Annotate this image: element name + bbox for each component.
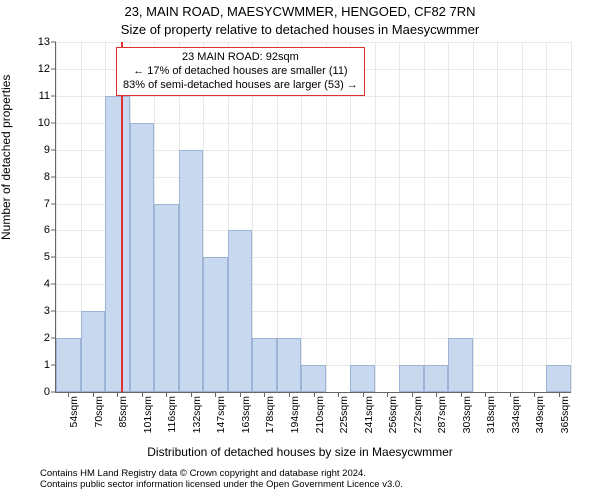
x-tick-label: 241sqm bbox=[363, 396, 375, 433]
grid-line-v bbox=[522, 42, 523, 392]
bar bbox=[105, 96, 130, 392]
grid-line-v bbox=[424, 42, 425, 392]
x-tick-label: 132sqm bbox=[191, 396, 203, 433]
bar bbox=[179, 150, 204, 392]
grid-line-v bbox=[473, 42, 474, 392]
x-tick-label: 194sqm bbox=[289, 396, 301, 433]
annotation-line: 23 MAIN ROAD: 92sqm bbox=[123, 51, 358, 65]
footer-line-2: Contains public sector information licen… bbox=[40, 479, 590, 490]
x-tick-label: 70sqm bbox=[93, 396, 105, 428]
bar bbox=[399, 365, 424, 392]
x-tick-label: 287sqm bbox=[436, 396, 448, 433]
chart-root: 23, MAIN ROAD, MAESYCWMMER, HENGOED, CF8… bbox=[0, 0, 600, 500]
chart-title-sub: Size of property relative to detached ho… bbox=[0, 22, 600, 37]
x-tick-label: 318sqm bbox=[485, 396, 497, 433]
grid-line-v bbox=[497, 42, 498, 392]
plot-area: 01234567891011121354sqm70sqm85sqm101sqm1… bbox=[55, 42, 571, 393]
x-tick-label: 225sqm bbox=[338, 396, 350, 433]
footer-line-1: Contains HM Land Registry data © Crown c… bbox=[40, 468, 590, 479]
bar bbox=[203, 257, 228, 392]
bar bbox=[448, 338, 473, 392]
x-tick-label: 116sqm bbox=[166, 396, 178, 433]
grid-line-h bbox=[56, 42, 571, 43]
bar bbox=[301, 365, 326, 392]
bar bbox=[546, 365, 571, 392]
x-tick-label: 272sqm bbox=[412, 396, 424, 433]
x-tick-label: 163sqm bbox=[240, 396, 252, 433]
grid-line-v bbox=[571, 42, 572, 392]
annotation-line: 83% of semi-detached houses are larger (… bbox=[123, 79, 358, 93]
footer-attribution: Contains HM Land Registry data © Crown c… bbox=[40, 468, 590, 491]
annotation-box: 23 MAIN ROAD: 92sqm← 17% of detached hou… bbox=[116, 47, 365, 96]
grid-line-v bbox=[546, 42, 547, 392]
x-axis-label: Distribution of detached houses by size … bbox=[0, 445, 600, 459]
x-tick-label: 147sqm bbox=[215, 396, 227, 433]
x-tick-label: 85sqm bbox=[117, 396, 129, 428]
bar bbox=[81, 311, 106, 392]
grid-line-v bbox=[375, 42, 376, 392]
bar bbox=[277, 338, 302, 392]
annotation-line: ← 17% of detached houses are smaller (11… bbox=[123, 65, 358, 79]
grid-line-v bbox=[399, 42, 400, 392]
bar bbox=[228, 230, 253, 392]
bar bbox=[350, 365, 375, 392]
x-tick-label: 334sqm bbox=[510, 396, 522, 433]
bar bbox=[424, 365, 449, 392]
x-tick-label: 101sqm bbox=[142, 396, 154, 433]
chart-title-main: 23, MAIN ROAD, MAESYCWMMER, HENGOED, CF8… bbox=[0, 4, 600, 19]
bar bbox=[154, 204, 179, 392]
bar bbox=[130, 123, 155, 392]
bar bbox=[56, 338, 81, 392]
x-tick-label: 349sqm bbox=[534, 396, 546, 433]
x-tick-label: 210sqm bbox=[314, 396, 326, 433]
x-tick-label: 178sqm bbox=[264, 396, 276, 433]
x-tick-label: 365sqm bbox=[559, 396, 571, 433]
x-tick-label: 256sqm bbox=[387, 396, 399, 433]
x-tick-label: 303sqm bbox=[461, 396, 473, 433]
bar bbox=[252, 338, 277, 392]
y-axis-label: Number of detached properties bbox=[0, 75, 13, 240]
x-tick-label: 54sqm bbox=[68, 396, 80, 428]
